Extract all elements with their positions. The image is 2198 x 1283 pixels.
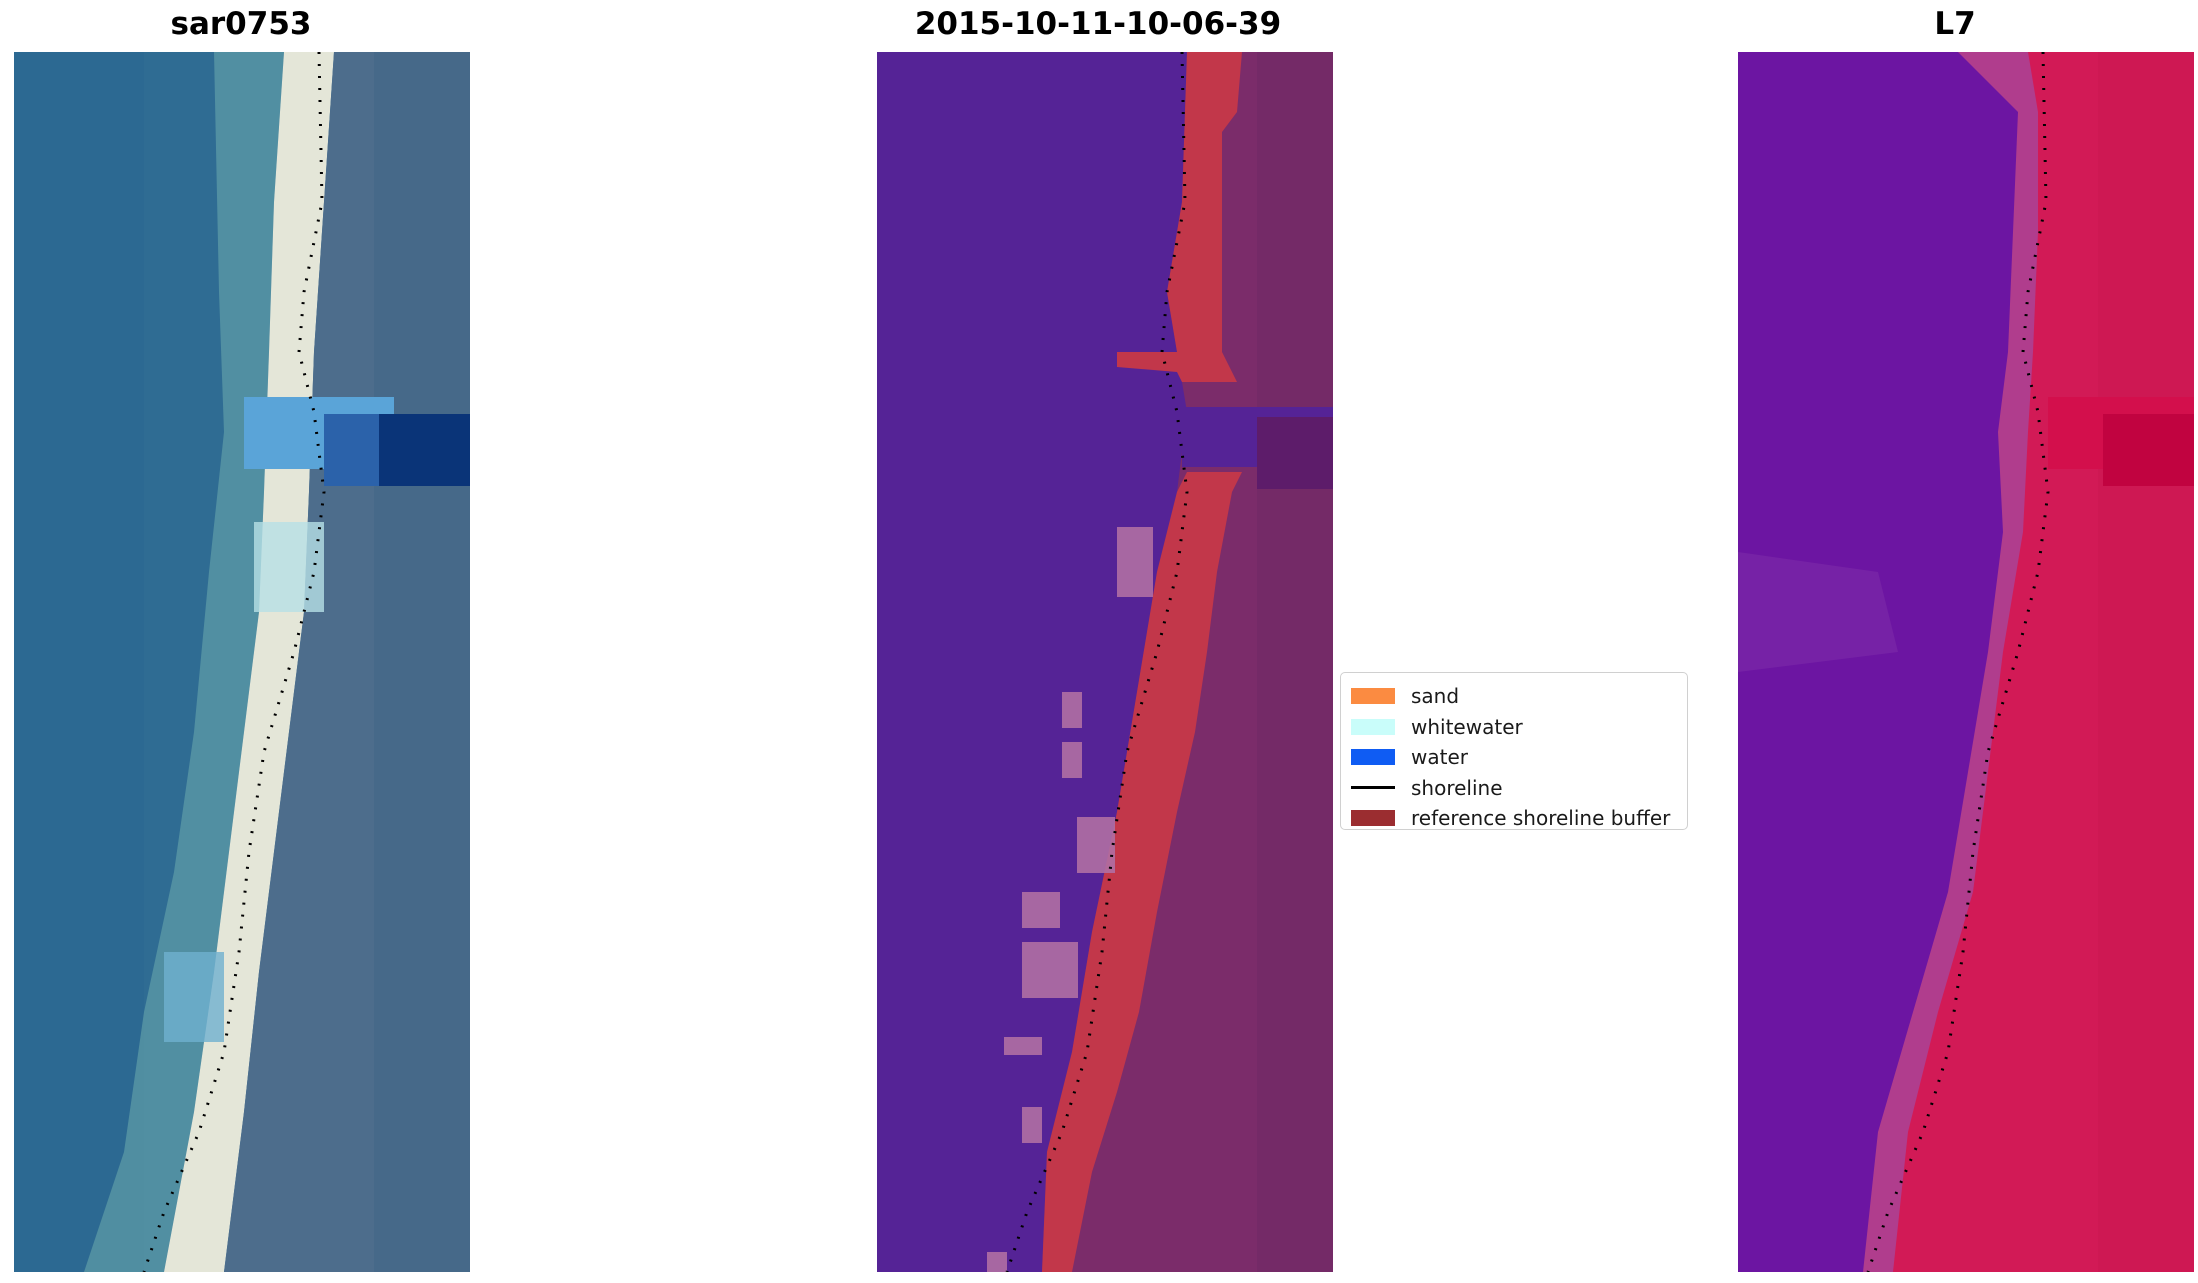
l7-image <box>1738 52 2194 1272</box>
legend-item-whitewater: whitewater <box>1351 712 1677 743</box>
legend-label-reference-buffer: reference shoreline buffer <box>1411 806 1671 831</box>
legend-label-sand: sand <box>1411 684 1460 709</box>
legend-item-sand: sand <box>1351 681 1677 712</box>
panel-title-classified: 2015-10-11-10-06-39 <box>914 6 1282 42</box>
panel-title-l7: L7 <box>1934 6 1976 42</box>
legend-label-shoreline: shoreline <box>1411 775 1503 800</box>
legend-item-water: water <box>1351 742 1677 773</box>
classified-image <box>877 52 1333 1272</box>
panel-title-sar: sar0753 <box>170 6 312 42</box>
legend-item-reference-buffer: reference shoreline buffer <box>1351 803 1677 834</box>
legend-label-water: water <box>1411 745 1468 770</box>
whitewater-swatch <box>1351 718 1395 735</box>
legend: sand whitewater water shoreline referenc… <box>1340 672 1688 830</box>
legend-label-whitewater: whitewater <box>1411 714 1523 739</box>
l7-image-panel <box>1738 52 2194 1272</box>
shoreline-line-swatch <box>1351 786 1395 790</box>
water-swatch <box>1351 749 1395 766</box>
sand-swatch <box>1351 688 1395 705</box>
sar-image <box>14 52 470 1272</box>
legend-item-shoreline: shoreline <box>1351 773 1677 804</box>
reference-buffer-swatch <box>1351 810 1395 827</box>
classified-image-panel <box>877 52 1333 1272</box>
sar-image-panel <box>14 52 470 1272</box>
